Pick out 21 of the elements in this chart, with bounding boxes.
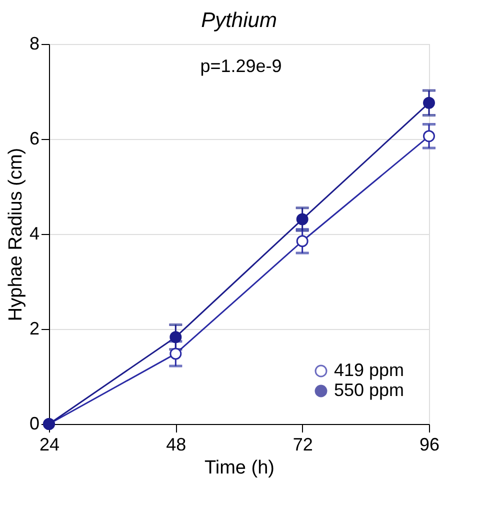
x-tick-label: 24 [39, 434, 60, 454]
chart-title: Pythium [201, 9, 277, 32]
y-tick-label: 2 [29, 318, 40, 338]
y-axis-title: Hyphae Radius (cm) [5, 148, 26, 322]
x-tick-label: 96 [419, 434, 440, 454]
point [170, 348, 182, 360]
point [296, 213, 308, 226]
x-tick-label: 72 [292, 434, 313, 454]
legend-label: 419 ppm [334, 360, 404, 380]
y-tick-label: 4 [29, 224, 40, 244]
x-tick-label: 48 [166, 434, 186, 454]
point [423, 96, 435, 109]
point [170, 331, 182, 344]
annotation: p=1.29e-9 [200, 56, 282, 76]
x-axis-title: Time (h) [204, 458, 275, 478]
point [296, 235, 308, 248]
y-tick-label: 0 [29, 414, 40, 434]
y-tick-label: 6 [29, 128, 40, 148]
y-tick-label: 8 [29, 34, 40, 54]
legend-label: 550 ppm [334, 380, 404, 400]
point [423, 130, 435, 142]
